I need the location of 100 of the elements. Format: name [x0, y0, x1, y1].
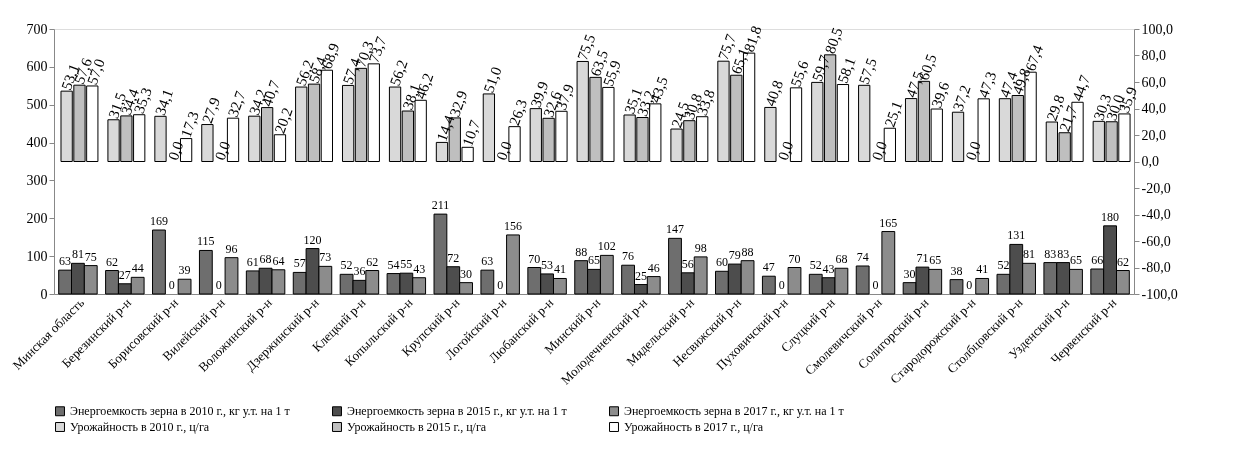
y2-tick-label: 0,0: [1141, 154, 1159, 169]
data-label: 81: [71, 247, 84, 262]
data-label: 40,8: [762, 78, 787, 109]
data-label: 72: [447, 250, 460, 265]
data-label: 81: [1023, 247, 1036, 262]
data-label: 0: [778, 278, 785, 292]
data-label: 25: [634, 268, 647, 283]
data-label: 10,7: [459, 117, 484, 149]
data-label: 63: [481, 254, 494, 269]
data-label: 79: [728, 248, 741, 263]
data-label: 57: [293, 256, 306, 271]
data-label: 17,3: [177, 109, 202, 140]
data-label: 54: [387, 257, 400, 272]
data-label: 88: [575, 244, 588, 259]
data-label: 41: [976, 262, 989, 277]
data-label: 96: [225, 241, 238, 256]
y-tick-label: 600: [26, 59, 48, 75]
data-label: 39: [178, 263, 191, 278]
data-label: 0,0: [774, 139, 797, 163]
data-label: 165: [879, 215, 898, 230]
data-label: 36: [353, 264, 366, 279]
data-label: 51,0: [480, 64, 505, 95]
data-label: 52: [997, 258, 1010, 273]
bar: [761, 275, 776, 295]
bar: [482, 93, 496, 162]
data-label: 80,5: [821, 25, 846, 56]
data-label: 131: [1007, 228, 1026, 243]
y2-tick-label: -20,0: [1141, 180, 1171, 196]
bar: [764, 106, 777, 162]
data-label: 47,3: [975, 69, 1000, 100]
bar: [855, 265, 870, 295]
data-label: 52: [340, 258, 353, 273]
data-label: 61: [246, 254, 259, 269]
bar: [154, 115, 167, 162]
data-label: 65: [1069, 253, 1082, 268]
data-label: 30: [903, 266, 916, 281]
data-label: 27: [118, 267, 131, 282]
legend-label: Урожайность в 2010 г., ц/га: [70, 420, 210, 434]
data-label: 65: [588, 253, 600, 268]
bar: [951, 111, 965, 162]
y2-tick-label: 40,0: [1141, 101, 1166, 116]
data-label: 46: [647, 260, 660, 275]
data-label: 25,1: [881, 98, 906, 130]
data-label: 76: [622, 249, 635, 264]
data-label: 52: [809, 258, 822, 273]
data-label: 0,0: [962, 139, 984, 163]
data-label: 62: [106, 254, 119, 269]
data-label: 0,0: [868, 139, 891, 163]
legend-label: Энергоемкость зерна в 2015 г., кг у.т. на 1 т: [347, 404, 568, 419]
data-label: 211: [431, 198, 450, 213]
data-label: 71: [916, 251, 929, 266]
data-label: 156: [503, 218, 522, 233]
data-label: 64: [272, 253, 285, 268]
data-label: 147: [666, 222, 685, 237]
data-label: 27,9: [199, 95, 224, 126]
bar: [858, 84, 871, 162]
bar: [201, 124, 214, 162]
data-label: 83: [1057, 246, 1070, 261]
bar: [949, 279, 964, 295]
data-label: 65: [929, 253, 942, 268]
y-tick-label: 400: [26, 135, 48, 151]
data-label: 74: [856, 249, 869, 264]
data-label: 44: [131, 261, 144, 276]
data-label: 44,7: [1069, 72, 1094, 104]
y2-tick-label: 100,0: [1141, 21, 1173, 37]
data-label: 98: [694, 240, 707, 255]
data-label: 68: [835, 252, 848, 267]
data-label: 62: [1116, 254, 1129, 269]
y2-tick-label: -40,0: [1141, 207, 1171, 222]
data-label: 120: [303, 232, 322, 247]
y-tick-label: 100: [26, 248, 48, 264]
legend-label: Урожайность в 2015 г., ц/га: [347, 420, 487, 434]
data-label: 68: [259, 252, 272, 267]
y-tick-label: 700: [26, 21, 48, 37]
bar: [152, 229, 166, 295]
data-label: 0: [497, 278, 504, 292]
data-label: 63: [59, 254, 72, 269]
data-label: 70: [528, 251, 541, 266]
data-label: 62: [366, 254, 379, 269]
data-label: 26,3: [506, 97, 531, 128]
data-label: 0,0: [211, 139, 234, 163]
data-label: 88: [741, 244, 754, 259]
data-label: 43: [822, 261, 835, 276]
data-label: 41: [553, 262, 566, 277]
y-tick-label: 200: [26, 210, 48, 226]
y2-tick-label: -80,0: [1141, 260, 1171, 275]
legend-label: Энергоемкость зерна в 2017 г., кг у.т. на 1 т: [624, 404, 845, 419]
data-label: 55,6: [787, 58, 812, 89]
data-label: 32,7: [224, 88, 249, 120]
data-label: 0: [168, 278, 175, 292]
y2-tick-label: -60,0: [1141, 233, 1171, 249]
y2-tick-label: 60,0: [1141, 74, 1166, 90]
data-label: 70: [788, 251, 801, 266]
data-label: 180: [1101, 209, 1120, 224]
data-label: 73: [319, 250, 332, 265]
data-label: 102: [597, 239, 616, 254]
data-label: 83: [1044, 246, 1057, 261]
data-label: 115: [197, 234, 215, 249]
data-label: 60: [715, 255, 728, 270]
data-label: 53: [541, 257, 554, 272]
